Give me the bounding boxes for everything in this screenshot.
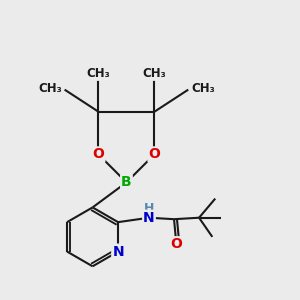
Text: N: N xyxy=(112,244,124,259)
Text: O: O xyxy=(170,237,182,251)
Text: H: H xyxy=(144,202,154,215)
Text: CH₃: CH₃ xyxy=(38,82,62,95)
Text: N: N xyxy=(143,211,155,225)
Text: O: O xyxy=(92,147,104,161)
Text: CH₃: CH₃ xyxy=(142,67,166,80)
Text: B: B xyxy=(121,176,132,189)
Text: CH₃: CH₃ xyxy=(191,82,215,95)
Text: CH₃: CH₃ xyxy=(87,67,110,80)
Text: O: O xyxy=(148,147,160,161)
